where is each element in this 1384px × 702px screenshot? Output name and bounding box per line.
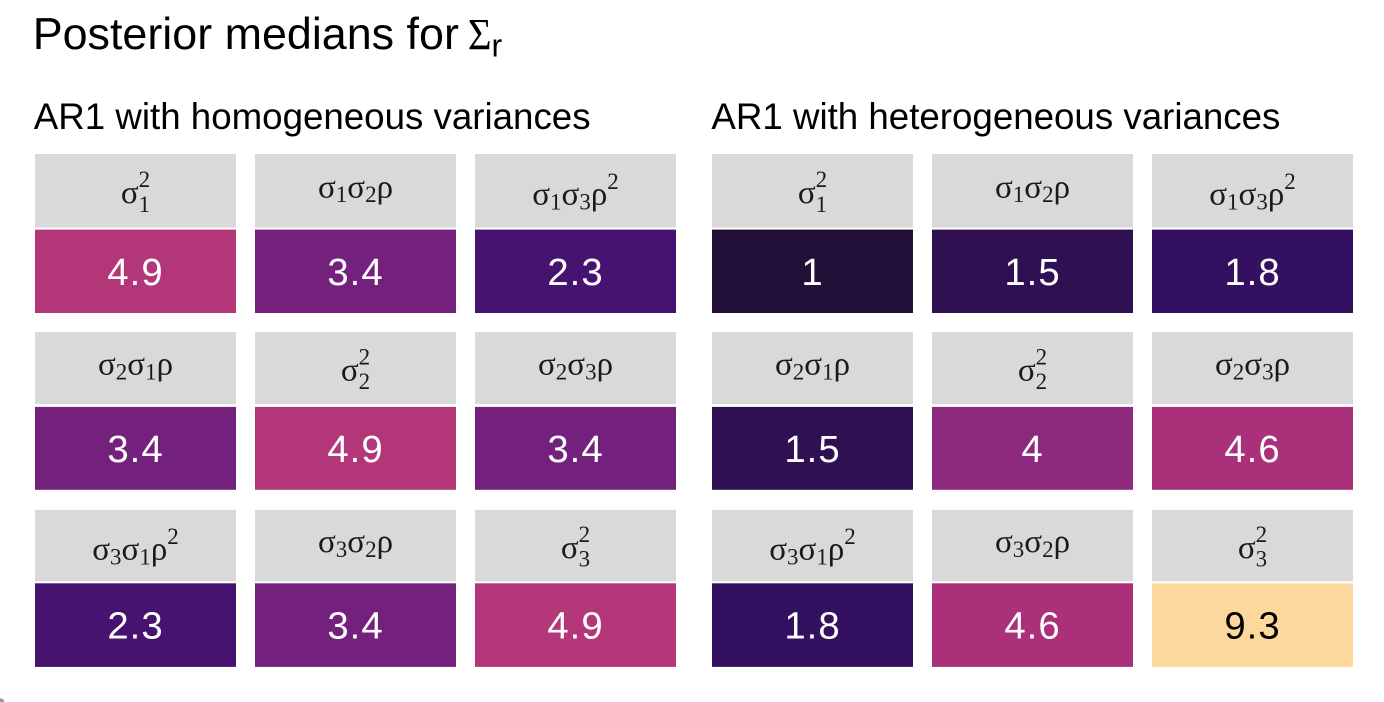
svg-text:σ2σ1ρ: σ2σ1ρ	[775, 347, 850, 385]
svg-text:2.3: 2.3	[547, 251, 603, 294]
svg-text:1.8: 1.8	[784, 605, 840, 648]
svg-text:AR1 with homogeneous variances: AR1 with homogeneous variances	[34, 96, 591, 137]
svg-text:σ2σ1ρ: σ2σ1ρ	[98, 347, 173, 385]
svg-text:4.9: 4.9	[107, 251, 163, 294]
svg-text:σ22: σ2 2	[341, 344, 370, 394]
svg-text:4: 4	[1021, 428, 1043, 471]
svg-text:σ21: σ2 1	[798, 167, 827, 217]
svg-text:4.6: 4.6	[1224, 428, 1280, 471]
svg-text:σ1σ2ρ: σ1σ2ρ	[318, 169, 393, 207]
svg-text:σ1σ3ρ2: σ1σ3ρ2	[1209, 169, 1296, 215]
svg-text:9.3: 9.3	[1224, 605, 1280, 648]
svg-text:4.6: 4.6	[1004, 605, 1060, 648]
svg-text:1.8: 1.8	[1224, 251, 1280, 294]
svg-text:σ21: σ2 1	[121, 167, 150, 217]
svg-text:σ23: σ2 3	[561, 522, 590, 572]
svg-text:AR1 with heterogeneous varianc: AR1 with heterogeneous variances	[711, 96, 1280, 137]
svg-text:4.9: 4.9	[327, 428, 383, 471]
svg-text:σ2σ3ρ: σ2σ3ρ	[538, 347, 613, 385]
svg-text:σ3σ1ρ2: σ3σ1ρ2	[92, 524, 179, 570]
svg-text:Posterior medians for Σr: Posterior medians for Σr	[33, 8, 503, 64]
svg-text:3.4: 3.4	[547, 428, 603, 471]
svg-text:σ1σ2ρ: σ1σ2ρ	[995, 169, 1070, 207]
svg-text:σ2σ3ρ: σ2σ3ρ	[1215, 347, 1290, 385]
svg-text:4.9: 4.9	[547, 605, 603, 648]
svg-text:σ3σ2ρ: σ3σ2ρ	[995, 524, 1070, 562]
svg-text:σ23: σ2 3	[1238, 522, 1267, 572]
svg-text:1.5: 1.5	[784, 428, 840, 471]
svg-text:3.4: 3.4	[327, 605, 383, 648]
svg-text:3.4: 3.4	[107, 428, 163, 471]
svg-text:σ3σ2ρ: σ3σ2ρ	[318, 524, 393, 562]
svg-text:3.4: 3.4	[327, 251, 383, 294]
svg-text:2.3: 2.3	[107, 605, 163, 648]
svg-text:σ1σ3ρ2: σ1σ3ρ2	[532, 169, 619, 215]
svg-text:1: 1	[801, 251, 823, 294]
svg-text:1.5: 1.5	[1004, 251, 1060, 294]
svg-text:σ22: σ2 2	[1018, 344, 1047, 394]
svg-text:σ3σ1ρ2: σ3σ1ρ2	[769, 524, 856, 570]
